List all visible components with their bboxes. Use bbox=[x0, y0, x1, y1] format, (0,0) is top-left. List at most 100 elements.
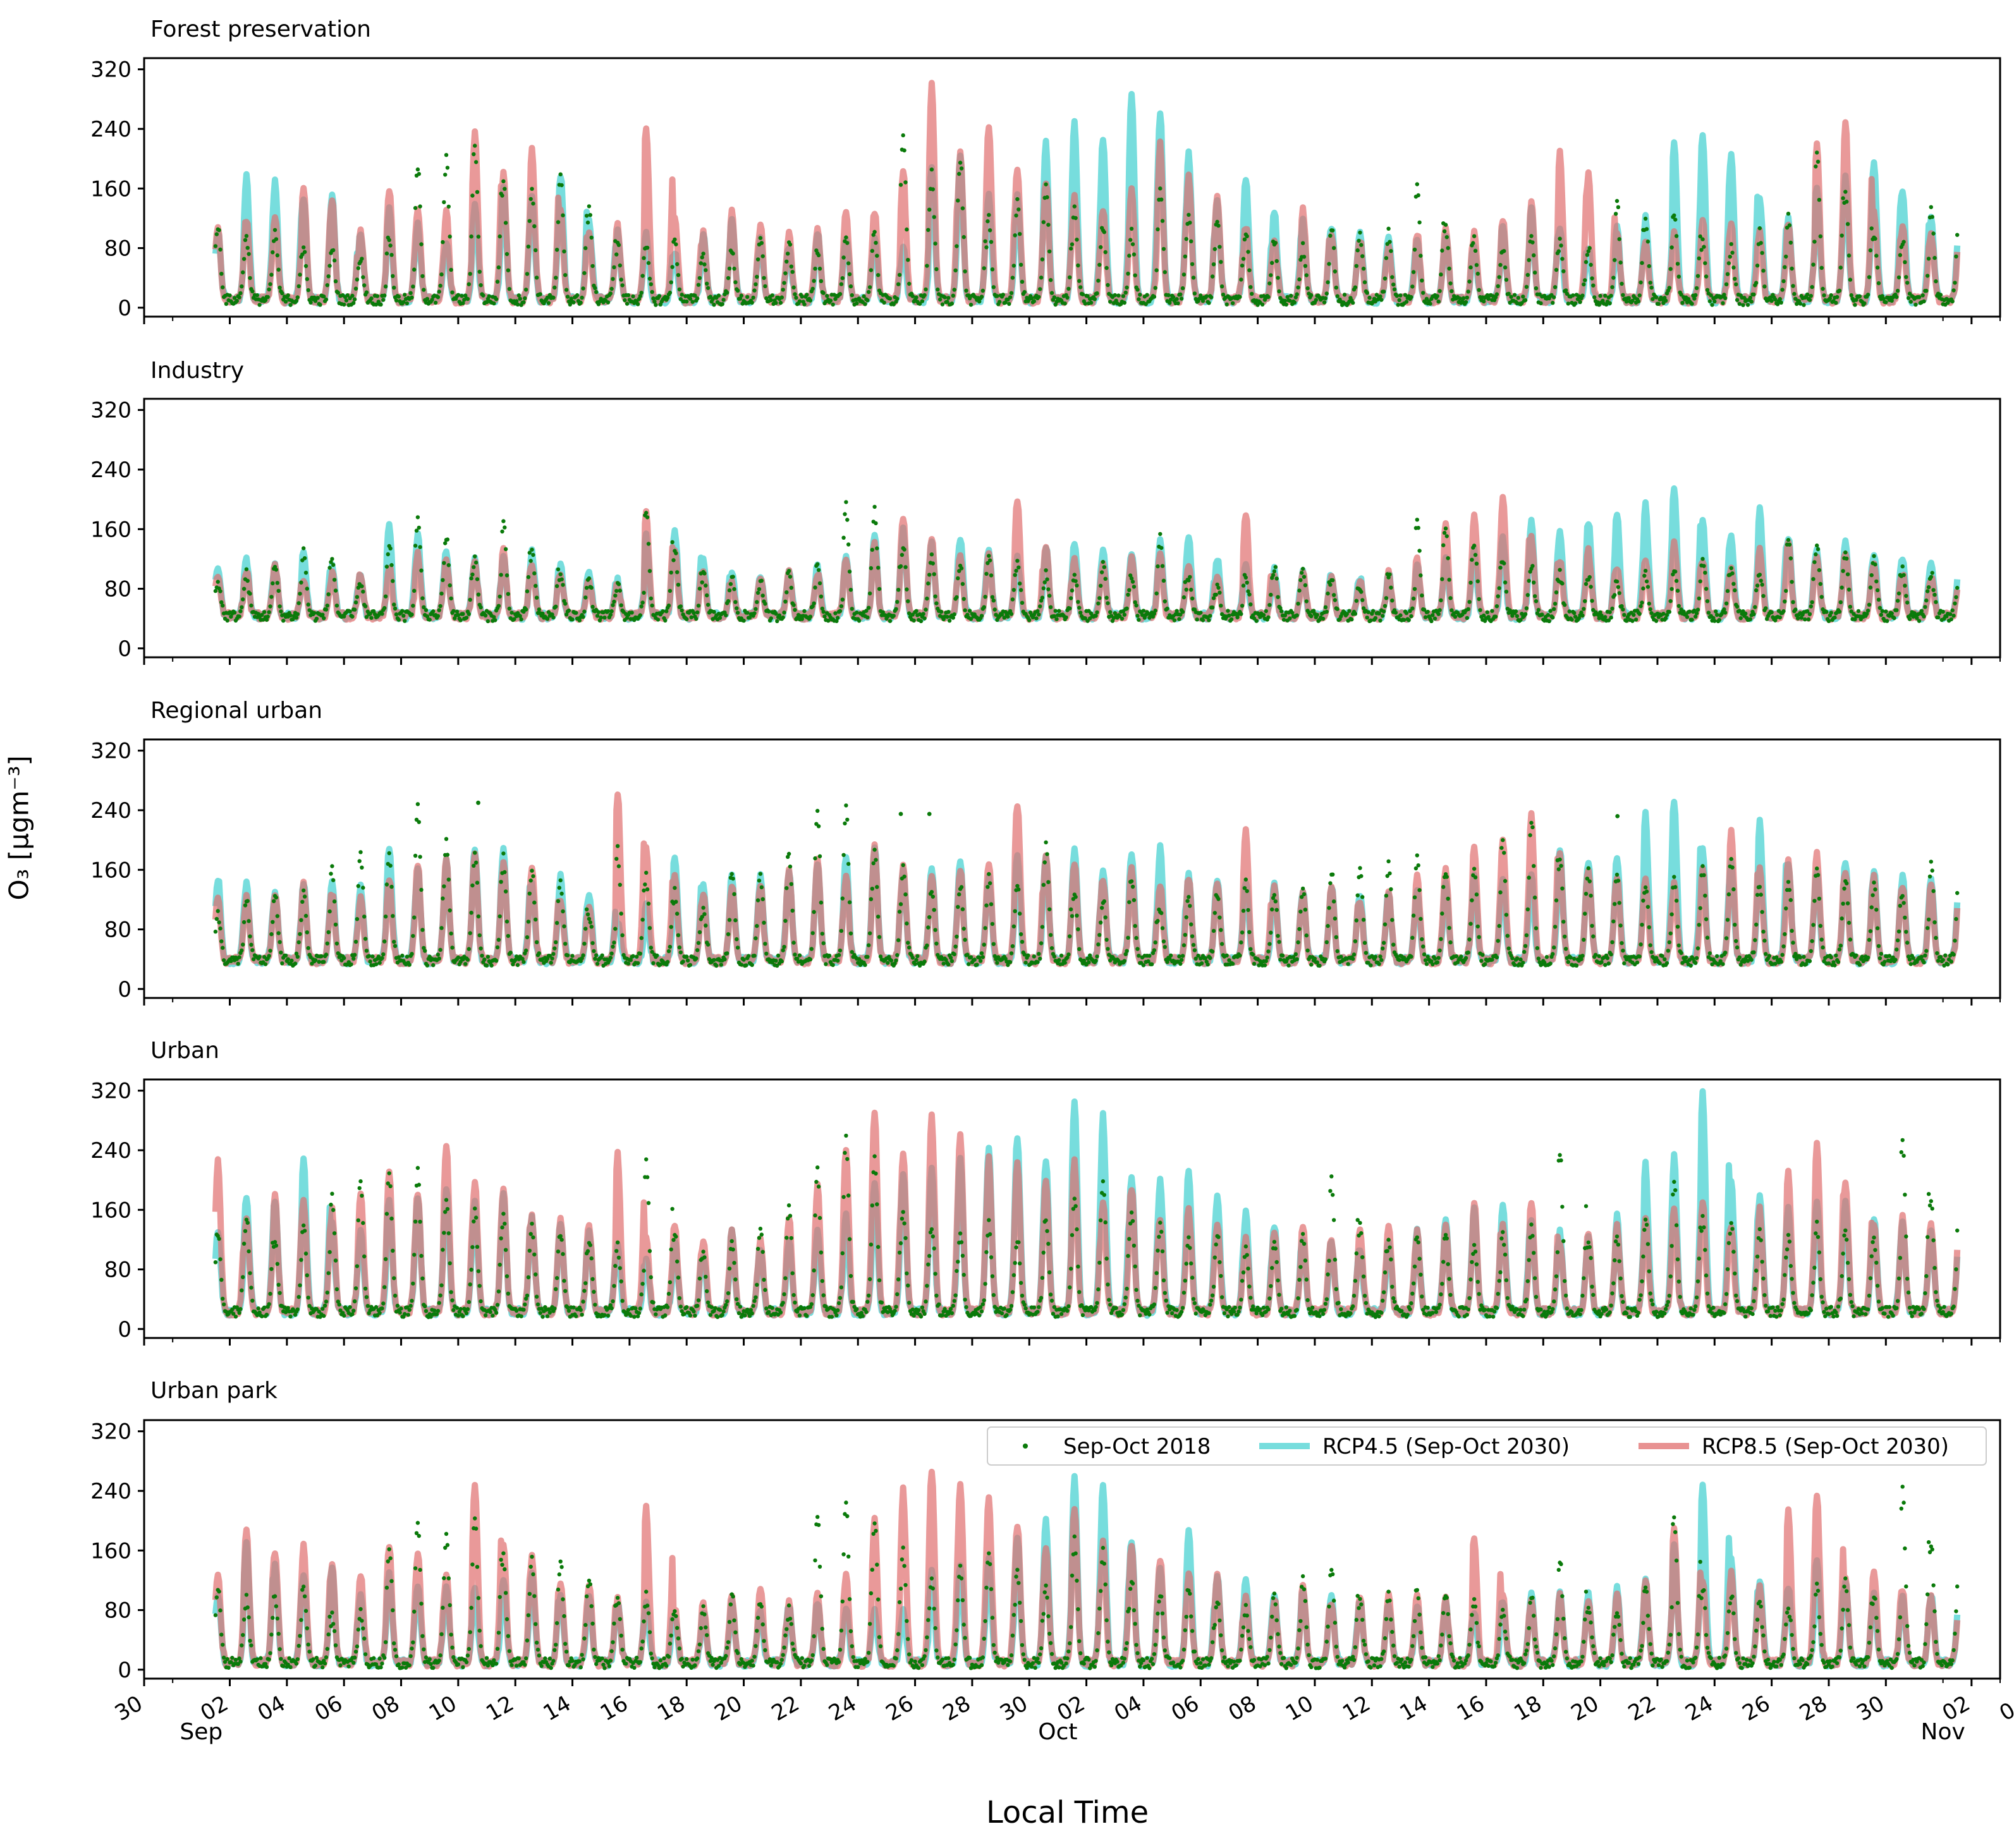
obs-point bbox=[640, 600, 644, 604]
obs-point bbox=[1325, 291, 1329, 295]
obs-point bbox=[988, 228, 992, 232]
obs-point bbox=[1870, 226, 1874, 230]
obs-point bbox=[392, 602, 396, 606]
obs-point bbox=[1278, 957, 1282, 961]
obs-point bbox=[877, 587, 881, 591]
obs-point bbox=[355, 1264, 359, 1268]
obs-point bbox=[327, 1271, 331, 1275]
obs-point bbox=[613, 927, 617, 930]
obs-point bbox=[1190, 262, 1194, 266]
obs-point bbox=[468, 1282, 472, 1286]
obs-point bbox=[1496, 594, 1500, 598]
obs-point bbox=[1780, 953, 1784, 957]
obs-point bbox=[1154, 592, 1158, 595]
obs-point bbox=[330, 557, 334, 561]
obs-point bbox=[1446, 556, 1450, 560]
obs-point bbox=[1548, 609, 1552, 613]
obs-point bbox=[1015, 197, 1019, 201]
obs-point bbox=[1638, 612, 1642, 616]
obs-point bbox=[1878, 956, 1882, 960]
obs-point bbox=[1922, 300, 1926, 303]
obs-point bbox=[931, 895, 935, 899]
obs-point bbox=[1475, 892, 1479, 896]
obs-point bbox=[1225, 954, 1229, 957]
obs-point bbox=[1301, 567, 1305, 571]
obs-point bbox=[1637, 300, 1640, 303]
obs-point bbox=[812, 602, 815, 605]
obs-point bbox=[333, 578, 336, 581]
obs-point bbox=[585, 908, 589, 911]
obs-point bbox=[1584, 260, 1588, 264]
obs-point bbox=[226, 619, 229, 623]
obs-point bbox=[1277, 289, 1281, 293]
obs-point bbox=[1924, 599, 1928, 602]
obs-point bbox=[530, 187, 534, 191]
obs-point bbox=[1702, 873, 1706, 877]
obs-point bbox=[654, 303, 657, 307]
obs-point bbox=[678, 945, 681, 949]
obs-point bbox=[728, 918, 731, 921]
obs-point bbox=[955, 244, 958, 248]
obs-point bbox=[1267, 281, 1271, 285]
obs-point bbox=[1676, 262, 1680, 265]
obs-point bbox=[1760, 251, 1764, 255]
obs-point bbox=[361, 885, 365, 889]
obs-point bbox=[303, 250, 307, 254]
obs-point bbox=[1214, 593, 1218, 597]
obs-point bbox=[1205, 295, 1209, 298]
obs-point bbox=[1928, 875, 1932, 878]
obs-point bbox=[1654, 619, 1658, 623]
obs-point bbox=[1467, 279, 1471, 283]
obs-point bbox=[420, 928, 424, 932]
obs-point bbox=[1594, 953, 1597, 957]
obs-point bbox=[1301, 241, 1305, 245]
obs-point bbox=[1018, 911, 1022, 915]
obs-point bbox=[896, 588, 900, 592]
obs-point bbox=[953, 269, 957, 272]
obs-point bbox=[1791, 940, 1795, 944]
obs-point bbox=[1560, 581, 1564, 585]
obs-point bbox=[1954, 917, 1958, 921]
obs-point bbox=[1096, 602, 1100, 605]
obs-point bbox=[1552, 295, 1556, 299]
obs-point bbox=[1953, 939, 1956, 942]
obs-point bbox=[1927, 918, 1931, 921]
obs-point bbox=[286, 293, 290, 297]
obs-point bbox=[354, 1286, 358, 1290]
obs-point bbox=[802, 302, 806, 306]
obs-point bbox=[1212, 262, 1216, 266]
obs-point bbox=[1346, 962, 1350, 966]
obs-point bbox=[1204, 956, 1207, 960]
obs-point bbox=[1591, 284, 1595, 288]
obs-point bbox=[1057, 958, 1061, 962]
obs-point bbox=[1437, 300, 1441, 303]
obs-point bbox=[788, 865, 792, 868]
obs-point bbox=[442, 561, 446, 565]
obs-point bbox=[327, 274, 331, 278]
obs-point bbox=[623, 298, 626, 302]
obs-point bbox=[939, 610, 943, 614]
obs-point bbox=[681, 959, 685, 963]
obs-point bbox=[1680, 301, 1684, 305]
obs-point bbox=[528, 219, 532, 223]
obs-point bbox=[1011, 597, 1015, 601]
obs-point bbox=[1050, 291, 1054, 295]
obs-point bbox=[1666, 949, 1670, 952]
obs-point bbox=[1749, 296, 1752, 300]
obs-point bbox=[444, 1198, 448, 1201]
obs-point bbox=[587, 204, 591, 208]
obs-point bbox=[354, 940, 358, 944]
obs-point bbox=[1494, 615, 1498, 619]
obs-point bbox=[1510, 956, 1514, 960]
obs-point bbox=[1836, 960, 1840, 964]
obs-point bbox=[559, 573, 563, 576]
obs-point bbox=[1269, 273, 1272, 277]
obs-point bbox=[919, 619, 923, 623]
obs-point bbox=[648, 926, 652, 930]
obs-point bbox=[1069, 246, 1073, 250]
obs-point bbox=[354, 287, 358, 291]
obs-point bbox=[475, 190, 479, 194]
obs-point bbox=[698, 276, 702, 280]
obs-point bbox=[1193, 291, 1197, 295]
obs-point bbox=[1582, 283, 1585, 286]
